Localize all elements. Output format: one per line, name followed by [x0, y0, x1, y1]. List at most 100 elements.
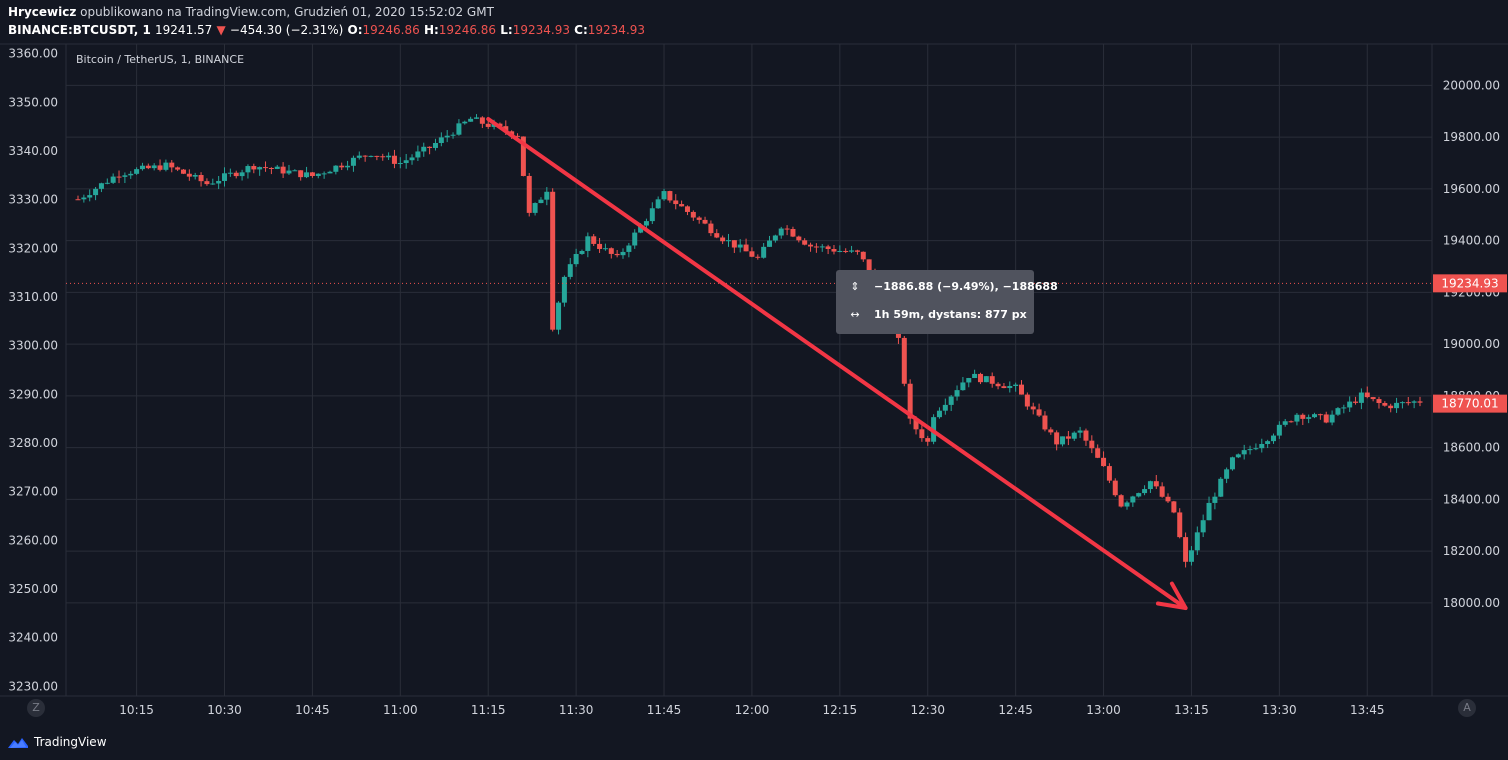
- horizontal-measure-icon: ↔: [850, 308, 860, 321]
- candle-body: [808, 244, 814, 247]
- right-tick-label: 18000.00: [1443, 596, 1500, 610]
- candle-body: [128, 173, 134, 176]
- candle-body: [520, 136, 526, 176]
- candle-body: [1364, 392, 1370, 398]
- left-tick-label: 3230.00: [8, 679, 58, 693]
- candle-body: [280, 166, 286, 174]
- right-price-axis[interactable]: 20000.0019800.0019600.0019400.0019200.00…: [1443, 78, 1500, 609]
- candle-body: [1013, 384, 1019, 386]
- candle-body: [222, 173, 228, 181]
- candle-body: [714, 233, 720, 238]
- candle-body: [274, 166, 280, 169]
- left-tick-label: 3320.00: [8, 241, 58, 255]
- candle-body: [245, 166, 251, 173]
- candle-body: [1399, 402, 1405, 404]
- candle-body: [292, 170, 298, 172]
- tradingview-logo[interactable]: TradingView: [6, 734, 107, 750]
- author-name[interactable]: Hrycewicz: [8, 5, 77, 19]
- price-label-text: 19234.93: [1441, 276, 1498, 290]
- candle-body: [936, 410, 942, 418]
- candle-body: [485, 123, 491, 127]
- candle-body: [632, 232, 638, 246]
- candle-body: [1306, 417, 1312, 419]
- candle-body: [180, 169, 186, 174]
- candle-body: [1112, 480, 1118, 496]
- candle-body: [983, 376, 989, 383]
- candle-body: [784, 228, 790, 230]
- left-tick-label: 3270.00: [8, 485, 58, 499]
- candle-body: [386, 155, 392, 158]
- candle-body: [81, 197, 87, 200]
- candle-body: [1347, 401, 1353, 408]
- candle-body: [790, 228, 796, 237]
- candle-body: [1323, 414, 1329, 423]
- candle-body: [1358, 392, 1364, 403]
- auto-scale-button[interactable]: A: [1458, 699, 1476, 717]
- close-value: 19234.93: [587, 23, 646, 37]
- candle-body: [544, 191, 550, 200]
- candle-body: [1288, 421, 1294, 423]
- time-tick-label: 13:30: [1262, 703, 1297, 717]
- candle-body: [345, 165, 351, 168]
- left-price-axis[interactable]: 3360.00 3350.00 3340.00 3330.00 3320.00 3310.…: [8, 47, 58, 694]
- published-text: opublikowano na TradingView.com, Grudzie…: [80, 5, 494, 19]
- candle-body: [854, 250, 860, 252]
- candle-body: [948, 396, 954, 405]
- measure-price-row: ⇕ −1886.88 (−9.49%), −188688: [848, 280, 1057, 293]
- candle-body: [1300, 414, 1306, 419]
- candle-body: [1388, 405, 1394, 409]
- measure-time-row: ↔ 1h 59m, dystans: 877 px: [848, 308, 1026, 321]
- time-tick-label: 13:00: [1086, 703, 1121, 717]
- trend-arrow-line: [486, 117, 1188, 611]
- candle-body: [1007, 385, 1013, 389]
- candle-body: [403, 160, 409, 164]
- candle-body: [479, 117, 485, 124]
- low-label: L:: [500, 23, 513, 37]
- candle-body: [1165, 496, 1171, 502]
- candle-body: [696, 217, 702, 220]
- candle-body: [163, 162, 169, 170]
- candle-body: [438, 137, 444, 143]
- candle-body: [837, 250, 843, 252]
- candle-body: [1060, 436, 1066, 445]
- candle-body: [380, 156, 386, 158]
- time-tick-label: 11:15: [471, 703, 506, 717]
- candle-body: [145, 165, 151, 169]
- candle-body: [737, 244, 743, 248]
- candle-body: [192, 175, 198, 177]
- candle-body: [1001, 386, 1007, 389]
- candle-body: [333, 165, 339, 172]
- candle-body: [139, 165, 145, 170]
- candle-body: [473, 117, 479, 119]
- time-tick-label: 11:45: [647, 703, 682, 717]
- candle-body: [298, 170, 304, 178]
- candle-body: [1048, 429, 1054, 433]
- zoom-z-button[interactable]: Z: [27, 699, 45, 717]
- candle-body: [1071, 432, 1077, 439]
- candle-body: [350, 157, 356, 166]
- candle-body: [661, 191, 667, 200]
- candle-body: [251, 166, 257, 170]
- candle-body: [749, 251, 755, 257]
- candle-body: [825, 246, 831, 249]
- left-tick-label: 3300.00: [8, 339, 58, 353]
- candle-body: [169, 162, 175, 168]
- symbol-text[interactable]: BINANCE:BTCUSDT, 1: [8, 23, 151, 37]
- open-value: 19246.86: [362, 23, 420, 37]
- trend-arrow-head: [1155, 581, 1188, 611]
- candle-body: [257, 167, 263, 170]
- candle-body: [1282, 421, 1288, 425]
- close-label: C:: [574, 23, 588, 37]
- price-label-box: [1433, 394, 1507, 413]
- measure-tooltip: ⇕ −1886.88 (−9.49%), −188688 ↔ 1h 59m, d…: [836, 270, 1058, 334]
- candle-body: [93, 188, 99, 196]
- time-axis[interactable]: 10:15 10:30 10:45 11:00 11:15 11:30 11:45 12:00…: [119, 703, 1384, 717]
- candle-body: [526, 175, 532, 213]
- candle-body: [362, 155, 368, 157]
- candle-body: [1224, 469, 1230, 479]
- candle-body: [515, 135, 521, 137]
- candle-body: [1065, 436, 1071, 439]
- candle-body: [462, 121, 468, 124]
- candle-body: [1341, 407, 1347, 409]
